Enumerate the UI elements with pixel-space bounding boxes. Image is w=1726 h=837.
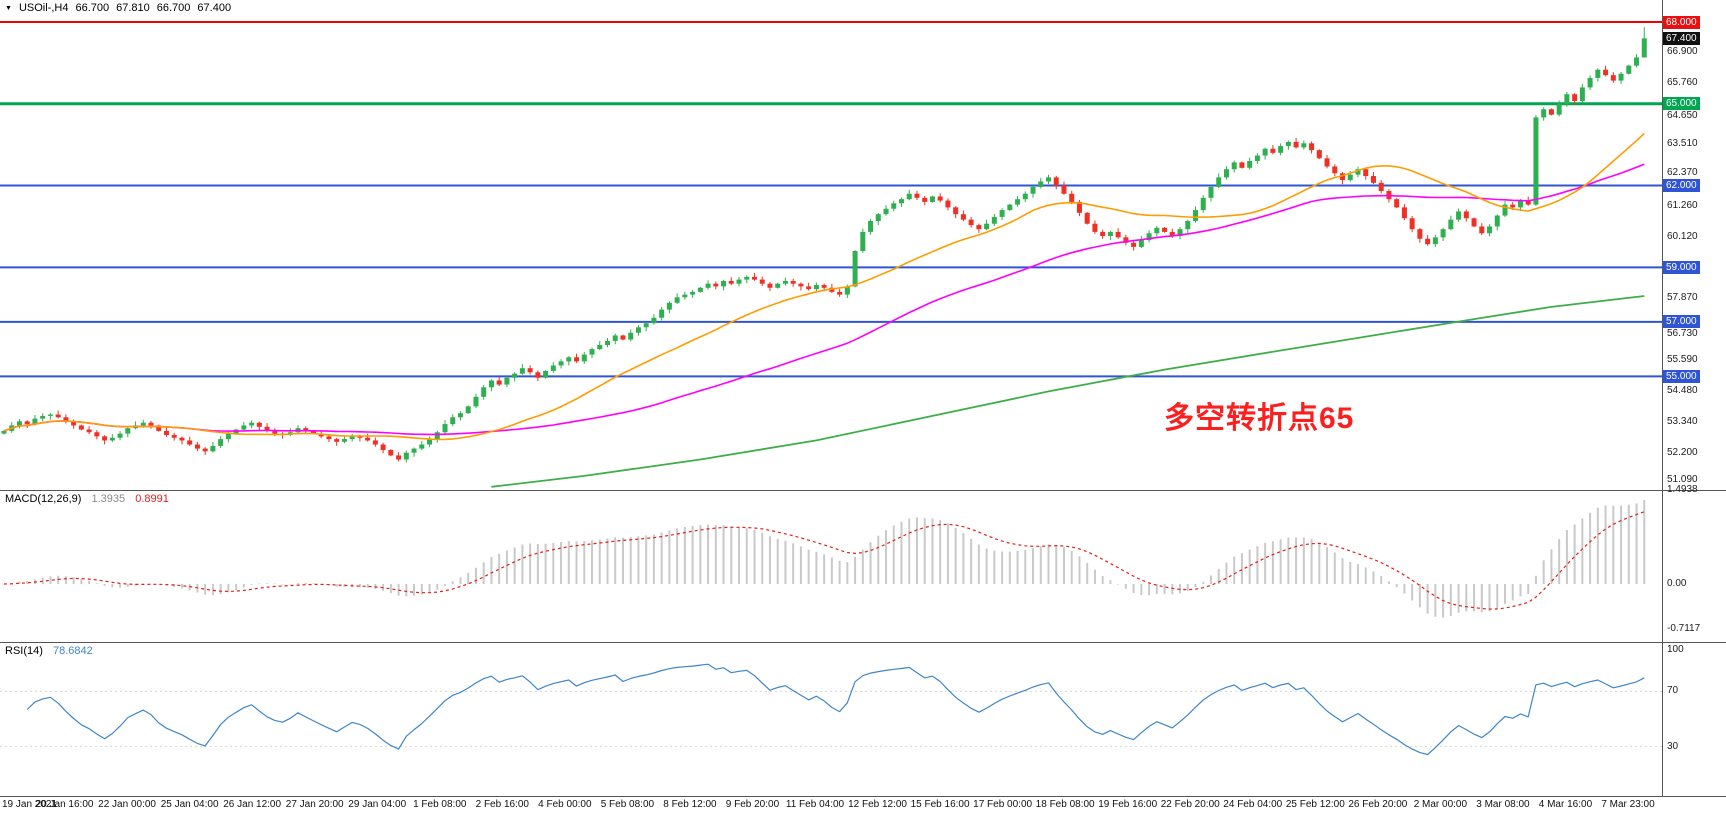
- time-axis-label: 4 Mar 16:00: [1538, 799, 1593, 810]
- macd-main-value: 1.3935: [91, 493, 126, 505]
- ohlc-open: 66.700: [75, 2, 110, 14]
- ohlc-close: 67.400: [197, 2, 232, 14]
- macd-indicator-label: MACD(12,26,9) 1.3935 0.8991: [5, 493, 169, 505]
- price-tick-label: 65.760: [1667, 77, 1698, 89]
- price-tick-label: 51.090: [1667, 473, 1698, 485]
- price-tick-label: 63.510: [1667, 138, 1698, 150]
- separator-rsi-timeaxis: [0, 796, 1726, 797]
- time-axis-label: 22 Jan 00:00: [98, 799, 156, 810]
- time-axis-label: 26 Feb 20:00: [1348, 799, 1408, 810]
- time-axis-label: 2 Feb 16:00: [475, 799, 529, 810]
- price-tick-label: 64.650: [1667, 110, 1698, 122]
- time-axis-label: 1 Feb 08:00: [413, 799, 467, 810]
- time-axis-label: 3 Mar 08:00: [1476, 799, 1530, 810]
- time-axis-label: 26 Jan 12:00: [223, 799, 282, 810]
- time-axis-label: 12 Feb 12:00: [848, 799, 907, 810]
- time-axis-label: 24 Feb 04:00: [1223, 799, 1283, 810]
- rsi-axis-label: 30: [1667, 740, 1679, 752]
- separator-macd-rsi[interactable]: [0, 642, 1726, 643]
- price-tick-label: 52.200: [1667, 446, 1698, 458]
- rsi-indicator-label: RSI(14) 78.6842: [5, 645, 93, 657]
- time-axis-label: 19 Feb 16:00: [1098, 799, 1158, 810]
- ohlc-high: 67.810: [116, 2, 150, 14]
- price-level-chip: 67.400: [1663, 31, 1700, 45]
- time-axis-label: 25 Jan 04:00: [160, 799, 219, 810]
- time-axis-label: 20 Jan 16:00: [35, 799, 94, 810]
- macd-axis-label: 1.4938: [1667, 484, 1698, 496]
- price-axis-separator: [1662, 0, 1663, 797]
- price-level-chip: 68.000: [1663, 15, 1700, 29]
- time-axis-label: 5 Feb 08:00: [600, 799, 655, 810]
- rsi-axis-label: 100: [1667, 644, 1684, 655]
- price-tick-label: 66.900: [1667, 45, 1698, 57]
- price-tick-label: 54.480: [1667, 384, 1698, 396]
- price-level-chip: 65.000: [1663, 97, 1700, 111]
- time-axis-label: 27 Jan 20:00: [285, 799, 344, 810]
- separator-main-macd[interactable]: [0, 490, 1726, 491]
- time-axis-label: 22 Feb 20:00: [1160, 799, 1220, 810]
- time-axis-label: 11 Feb 04:00: [785, 799, 845, 810]
- rsi-name: RSI(14): [5, 645, 43, 657]
- time-axis-label: 17 Feb 00:00: [973, 799, 1033, 810]
- time-axis-label: 25 Feb 12:00: [1285, 799, 1345, 810]
- macd-axis-label: 0.00: [1667, 578, 1687, 589]
- price-tick-label: 61.260: [1667, 199, 1698, 211]
- rsi-value: 78.6842: [52, 645, 93, 657]
- time-axis-label: 19 Jan 2021: [2, 799, 58, 810]
- price-level-chip: 59.000: [1663, 260, 1700, 274]
- time-axis-label: 18 Feb 08:00: [1035, 799, 1095, 810]
- time-axis-label: 4 Feb 00:00: [538, 799, 592, 810]
- price-tick-label: 55.590: [1667, 354, 1698, 366]
- time-axis-label: 29 Jan 04:00: [348, 799, 407, 810]
- time-axis-label: 9 Feb 20:00: [725, 799, 780, 810]
- ohlc-low: 66.700: [156, 2, 191, 14]
- time-axis-label: 8 Feb 12:00: [663, 799, 717, 810]
- macd-name: MACD(12,26,9): [5, 493, 82, 505]
- symbol-timeframe-label: USOil-,H4: [18, 2, 69, 14]
- macd-signal-value: 0.8991: [135, 493, 169, 505]
- price-tick-label: 56.730: [1667, 328, 1698, 340]
- time-axis-label: 15 Feb 16:00: [910, 799, 970, 810]
- price-level-chip: 62.000: [1663, 179, 1700, 193]
- chart-annotation-text: 多空转折点65: [1164, 402, 1355, 435]
- price-tick-label: 62.370: [1667, 167, 1698, 179]
- price-tick-label: 60.120: [1667, 230, 1698, 242]
- time-axis-label: 7 Mar 23:00: [1601, 799, 1655, 810]
- price-level-chip: 55.000: [1663, 369, 1700, 383]
- rsi-axis-label: 70: [1667, 685, 1679, 697]
- symbol-triangle-icon: ▼: [5, 4, 12, 12]
- price-tick-label: 53.340: [1667, 415, 1698, 427]
- chart-title-bar: ▼ USOil-,H4 66.700 67.810 66.700 67.400: [5, 2, 231, 14]
- macd-axis-label: -0.7117: [1667, 622, 1701, 634]
- price-level-chip: 57.000: [1663, 315, 1700, 329]
- time-axis-label: 2 Mar 00:00: [1413, 799, 1468, 810]
- price-tick-label: 57.870: [1667, 292, 1698, 304]
